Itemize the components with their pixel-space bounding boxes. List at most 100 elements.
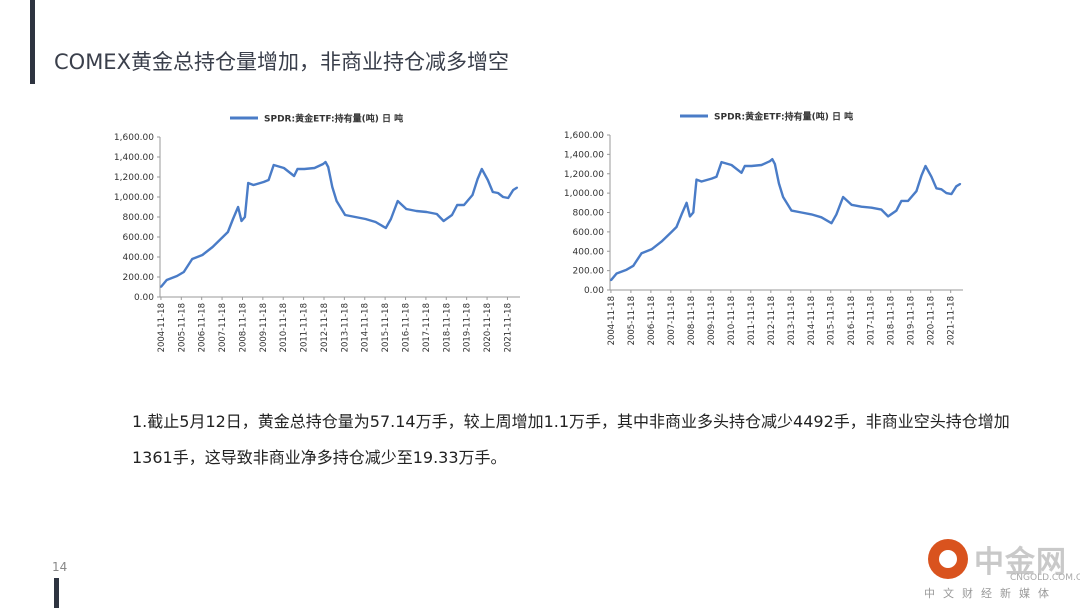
data-point [685, 201, 688, 204]
data-point [880, 208, 883, 211]
data-point [405, 208, 408, 210]
data-point [935, 187, 938, 190]
data-point [182, 271, 185, 273]
data-point [247, 182, 250, 184]
x-tick-label: 2020-11-18 [927, 296, 937, 345]
data-point [720, 161, 723, 163]
x-tick-label: 2013-11-18 [340, 303, 350, 352]
data-point [486, 179, 489, 181]
data-point [900, 200, 903, 202]
data-point [237, 206, 240, 208]
x-tick-label: 2012-11-18 [320, 303, 330, 352]
x-tick-label: 2020-11-18 [483, 303, 493, 352]
data-point [660, 240, 663, 243]
y-tick-label: 200.00 [573, 267, 605, 277]
data-point [283, 167, 285, 169]
y-tick-label: 800.00 [573, 209, 605, 219]
y-tick-label: 400.00 [123, 253, 155, 263]
data-point [303, 168, 306, 170]
y-tick-label: 0.00 [134, 293, 154, 303]
legend-label: SPDR:黄金ETF:持有量(吨) 日 吨 [264, 113, 403, 125]
data-point [327, 166, 330, 168]
data-point [516, 186, 519, 189]
y-tick-label: 1,400.00 [114, 153, 154, 163]
x-tick-label: 2016-11-18 [847, 296, 857, 345]
series-line [609, 158, 961, 282]
x-tick-label: 2019-11-18 [463, 303, 473, 352]
x-tick-label: 2016-11-18 [402, 303, 412, 352]
data-point [769, 160, 771, 163]
x-tick-label: 2004-11-18 [157, 303, 167, 352]
x-tick-label: 2019-11-18 [907, 296, 917, 345]
data-point [335, 200, 338, 202]
logo-tagline: 中文财经新媒体 [924, 587, 1057, 600]
chart-svg: SPDR:黄金ETF:持有量(吨) 日 吨 0.00 200.00 400.00 600… [564, 111, 963, 345]
data-point [296, 168, 299, 170]
data-point [740, 171, 743, 174]
logo-mark-icon [928, 539, 968, 579]
data-point [887, 215, 889, 218]
data-point [497, 192, 499, 194]
data-point [640, 252, 643, 255]
data-point [512, 189, 515, 191]
data-point [324, 161, 327, 163]
data-point [232, 218, 234, 220]
data-point [435, 213, 438, 215]
data-point [700, 180, 703, 183]
data-point [750, 165, 753, 167]
body-paragraph: 1.截止5月12日，黄金总持仓量为57.14万手，较上周增加1.1万手，其中非商… [132, 412, 1010, 467]
data-point [610, 279, 612, 282]
x-tick-label: 2013-11-18 [787, 296, 797, 345]
x-tick-label: 2014-11-18 [361, 303, 371, 352]
data-point [920, 174, 923, 177]
data-point [480, 168, 483, 170]
data-point [293, 175, 295, 177]
data-point [476, 178, 479, 180]
x-tick-label: 2018-11-18 [887, 296, 897, 345]
data-point [870, 206, 873, 209]
x-tick-label: 2006-11-18 [647, 296, 657, 345]
data-point [240, 220, 243, 222]
data-point [820, 216, 823, 219]
data-point [680, 213, 683, 216]
data-point [176, 275, 178, 277]
data-point [842, 196, 844, 198]
gold-etf-chart-right: SPDR:黄金ETF:持有量(吨) 日 吨 0.00 200.00 400.00 600… [555, 100, 980, 362]
data-point [201, 254, 204, 256]
y-tick-label: 1,200.00 [114, 173, 154, 183]
data-point [267, 179, 270, 181]
x-tick-label: 2012-11-18 [767, 296, 777, 345]
data-point [692, 211, 695, 214]
data-point [830, 222, 833, 225]
x-tick-label: 2011-11-18 [747, 296, 757, 345]
data-point [850, 203, 853, 206]
data-point [907, 200, 909, 202]
data-point [471, 194, 474, 196]
gold-etf-chart-left: SPDR:黄金ETF:持有量(吨) 日 吨 0.00 200.00 400.00 600… [100, 102, 540, 364]
x-tick-label: 2018-11-18 [442, 303, 452, 352]
data-point [632, 264, 635, 267]
logo-domain: CNGOLD.COM.CN [1010, 573, 1080, 583]
x-tick-label: 2010-11-18 [727, 296, 737, 345]
y-tick-label: 800.00 [123, 213, 155, 223]
data-point [771, 158, 774, 161]
y-tick-label: 200.00 [123, 273, 155, 283]
data-point [774, 163, 776, 165]
logo: 中金网 CNGOLD.COM.CN 中文财经新媒体 [920, 533, 1080, 603]
data-point [322, 163, 324, 165]
x-tick-label: 2011-11-18 [300, 303, 310, 352]
data-point [675, 226, 678, 228]
data-point [507, 197, 510, 199]
accent-bar-bottom [54, 578, 59, 608]
data-point [354, 216, 357, 218]
logo-name: 中金网 [974, 545, 1067, 580]
y-tick-label: 1,600.00 [114, 133, 154, 143]
data-point [252, 184, 255, 186]
data-point [650, 248, 653, 251]
data-point [396, 200, 399, 202]
y-tick-label: 1,400.00 [564, 150, 604, 160]
x-tick-label: 2009-11-18 [707, 296, 717, 345]
x-tick-label: 2010-11-18 [279, 303, 289, 352]
data-point [364, 218, 367, 220]
data-point [710, 177, 713, 180]
